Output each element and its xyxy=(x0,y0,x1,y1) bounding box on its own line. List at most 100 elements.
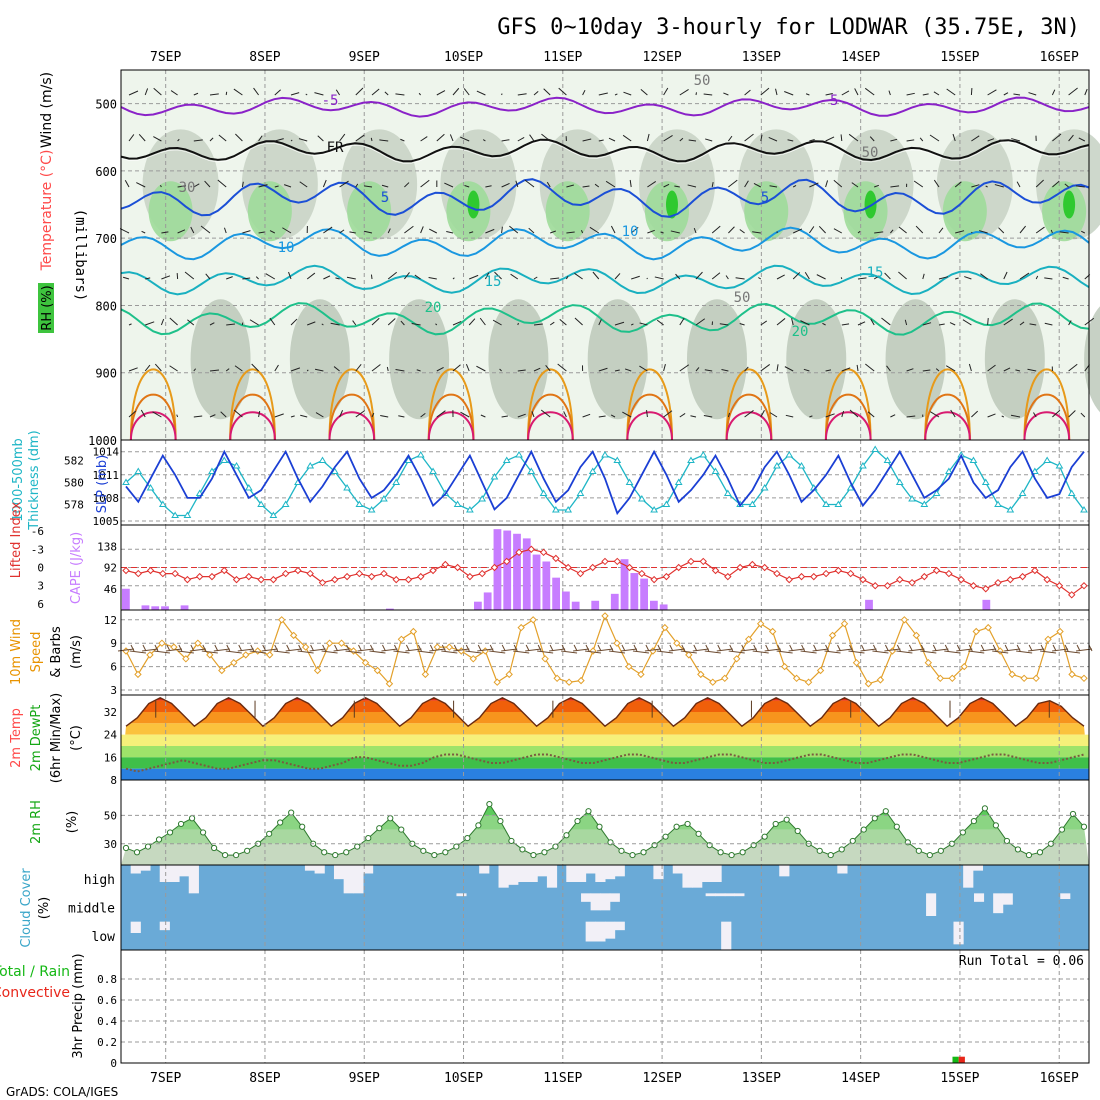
ylabel-wind-line3: & Barbs xyxy=(49,626,64,678)
wind-barb xyxy=(851,182,859,188)
rh-point xyxy=(574,817,581,825)
thickness-point xyxy=(625,478,634,485)
thickness-point xyxy=(355,500,364,507)
ytick-temp: 8 xyxy=(110,774,117,787)
wind-barb xyxy=(809,415,813,418)
rh-point xyxy=(199,829,207,836)
wind-barb-flag xyxy=(753,644,758,652)
wind-barb xyxy=(145,321,155,326)
ytick-cape: 46 xyxy=(104,583,117,596)
wind-barb xyxy=(760,134,763,142)
contour-label: 50 xyxy=(734,290,751,306)
wind-barb xyxy=(517,322,519,326)
thickness-point xyxy=(1018,489,1027,496)
li-point xyxy=(896,575,904,584)
wind-barb xyxy=(144,364,151,372)
wind-barb xyxy=(1068,87,1078,96)
bl-isotherm-arch xyxy=(427,411,475,441)
wind-barb xyxy=(476,90,486,96)
wind-barb xyxy=(938,323,945,326)
precip-total-bar xyxy=(952,1056,959,1063)
wind-point xyxy=(1032,674,1040,683)
date-label-top: 14SEP xyxy=(841,50,880,65)
ylabel-temp-part: (°C) xyxy=(69,725,84,751)
wind-barb xyxy=(220,411,227,418)
wind-barb xyxy=(857,321,866,326)
wind-barb-shaft xyxy=(129,650,147,654)
wind-barb xyxy=(727,135,733,142)
wind-barb xyxy=(768,137,778,142)
ylabel-slp: SLP (mb) xyxy=(95,455,110,514)
li-point xyxy=(1031,566,1039,575)
rh-point xyxy=(188,815,196,822)
wind-barb-flag xyxy=(968,644,973,652)
wind-barb-flag xyxy=(873,644,877,652)
wind-barb xyxy=(128,90,139,96)
ytick-pressure: 800 xyxy=(95,299,117,313)
wind-barb xyxy=(1019,272,1030,280)
wind-point xyxy=(505,670,513,679)
li-point xyxy=(785,575,793,584)
wind-barb-flag xyxy=(765,644,770,652)
ylabel-thickness: Thickness (dm) xyxy=(27,430,42,530)
wind-barb xyxy=(929,134,940,142)
thickness-point xyxy=(859,462,867,469)
wind-barb xyxy=(138,133,146,142)
ytick-wind: 3 xyxy=(110,684,117,697)
wind-barb xyxy=(251,363,259,372)
cape-bar xyxy=(151,606,160,610)
thickness-point xyxy=(969,456,978,463)
wind-barb xyxy=(874,184,879,188)
wind-barb xyxy=(274,138,284,142)
wind-barb-flag xyxy=(202,644,207,652)
rh-point xyxy=(970,817,977,825)
wind-barb xyxy=(349,231,356,234)
wind-barb-flag xyxy=(525,644,530,652)
cloud-cell xyxy=(130,921,141,933)
li-point xyxy=(552,554,560,563)
wind-barb-shaft xyxy=(968,650,985,654)
wind-barb xyxy=(435,323,438,326)
rh-point xyxy=(915,847,922,854)
wind-barb xyxy=(687,184,697,188)
rh-point xyxy=(497,817,504,825)
wind-point xyxy=(493,678,501,686)
wind-barb xyxy=(193,415,203,418)
wind-point xyxy=(313,666,322,675)
wind-barb xyxy=(404,272,410,280)
wind-barb xyxy=(656,319,664,326)
date-label-top: 13SEP xyxy=(742,50,781,65)
date-label-bottom: 14SEP xyxy=(841,1071,880,1086)
wind-barb xyxy=(381,184,389,188)
wind-barb xyxy=(428,277,437,280)
wind-barb xyxy=(1029,323,1037,326)
wind-barb xyxy=(258,135,263,142)
wind-barb xyxy=(339,133,346,142)
wind-barb-shaft xyxy=(644,648,661,652)
rh-point xyxy=(684,820,691,828)
wind-barb xyxy=(776,274,785,280)
bl-isotherm-arch xyxy=(427,393,475,441)
thickness-point xyxy=(134,467,143,474)
wind-barb-flag xyxy=(405,644,410,652)
wind-barb xyxy=(429,228,438,234)
li-point xyxy=(515,548,523,557)
isotherm-line xyxy=(120,264,1090,296)
rh-shade xyxy=(587,299,648,420)
thickness-point xyxy=(183,511,192,518)
wind-barb-shaft xyxy=(788,648,805,652)
wind-barb xyxy=(792,185,797,188)
wind-barb xyxy=(886,365,891,372)
thickness-point xyxy=(306,462,315,469)
rh-point xyxy=(618,847,625,854)
ytick-wind: 12 xyxy=(104,614,117,627)
wind-barb xyxy=(938,276,949,280)
wind-barb xyxy=(170,90,178,96)
contour-label: 5 xyxy=(381,190,389,206)
wind-barb-shaft xyxy=(608,650,626,654)
thickness-point xyxy=(269,511,278,518)
wind-barb xyxy=(233,409,243,418)
cloud-cell xyxy=(614,865,625,877)
wind-barb xyxy=(605,180,616,188)
rh-point xyxy=(486,800,493,808)
